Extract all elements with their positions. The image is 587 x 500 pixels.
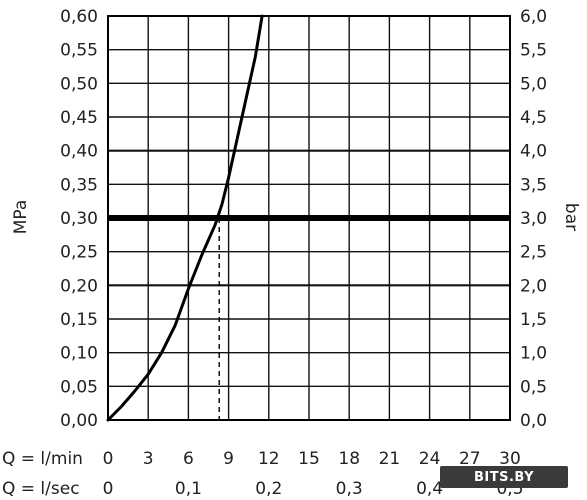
y-tick-label-bar: 3,5: [520, 175, 547, 195]
y-tick-label-bar: 3,0: [520, 209, 547, 229]
x-tick-label-lmin: 27: [459, 449, 481, 469]
y-tick-label-bar: 4,0: [520, 142, 547, 162]
x-tick-label-lmin: 9: [223, 449, 234, 469]
y-axis-label-bar: bar: [561, 203, 581, 231]
y-tick-label-mpa: 0,05: [60, 377, 98, 397]
x-tick-label-lmin: 15: [298, 449, 320, 469]
watermark-text: BITS.BY: [474, 470, 534, 485]
y-tick-label-bar: 0,0: [520, 411, 547, 431]
x-tick-label-lsec: 0,2: [255, 479, 282, 499]
y-tick-label-mpa: 0,25: [60, 243, 98, 263]
y-tick-label-bar: 5,5: [520, 41, 547, 61]
y-tick-label-mpa: 0,30: [60, 209, 98, 229]
series-line: [106, 14, 264, 422]
y-tick-label-bar: 4,5: [520, 108, 547, 128]
y-tick-label-mpa: 0,15: [60, 310, 98, 330]
y-tick-label-mpa: 0,40: [60, 142, 98, 162]
tick-labels: 0 3 6 9 12 15 18 21 24 27 300,00 0,00,05 0,50,10 1,00…: [60, 7, 547, 499]
x-tick-label-lsec: 0: [103, 479, 114, 499]
y-tick-label-bar: 2,0: [520, 276, 547, 296]
y-tick-label-bar: 5,0: [520, 74, 547, 94]
x-tick-label-lmin: 24: [419, 449, 441, 469]
x-axis-label-lmin: Q = l/min: [2, 449, 83, 469]
x-tick-label-lmin: 3: [143, 449, 154, 469]
y-tick-label-mpa: 0,35: [60, 175, 98, 195]
y-tick-label-bar: 0,5: [520, 377, 547, 397]
x-tick-label-lmin: 12: [258, 449, 280, 469]
x-tick-label-lmin: 30: [499, 449, 521, 469]
y-tick-label-mpa: 0,45: [60, 108, 98, 128]
y-tick-label-bar: 1,0: [520, 344, 547, 364]
x-tick-label-lsec: 0,1: [175, 479, 202, 499]
y-tick-label-bar: 1,5: [520, 310, 547, 330]
watermark: BITS.BY: [440, 466, 568, 488]
x-tick-label-lsec: 0,4: [416, 479, 443, 499]
y-tick-label-mpa: 0,00: [60, 411, 98, 431]
y-tick-label-mpa: 0,55: [60, 41, 98, 61]
x-tick-label-lsec: 0,3: [336, 479, 363, 499]
y-tick-label-mpa: 0,20: [60, 276, 98, 296]
y-tick-label-bar: 6,0: [520, 7, 547, 27]
x-tick-label-lmin: 21: [379, 449, 401, 469]
y-tick-label-mpa: 0,50: [60, 74, 98, 94]
y-axis-label-mpa: MPa: [11, 200, 31, 235]
y-tick-label-bar: 2,5: [520, 243, 547, 263]
x-axis-label-lsec: Q = l/sec: [2, 479, 80, 499]
y-tick-label-mpa: 0,60: [60, 7, 98, 27]
x-tick-label-lmin: 18: [338, 449, 360, 469]
x-tick-label-lmin: 6: [183, 449, 194, 469]
y-tick-label-mpa: 0,10: [60, 344, 98, 364]
x-tick-label-lmin: 0: [103, 449, 114, 469]
watermark-background: [440, 466, 568, 488]
chart-marks: [106, 14, 510, 422]
